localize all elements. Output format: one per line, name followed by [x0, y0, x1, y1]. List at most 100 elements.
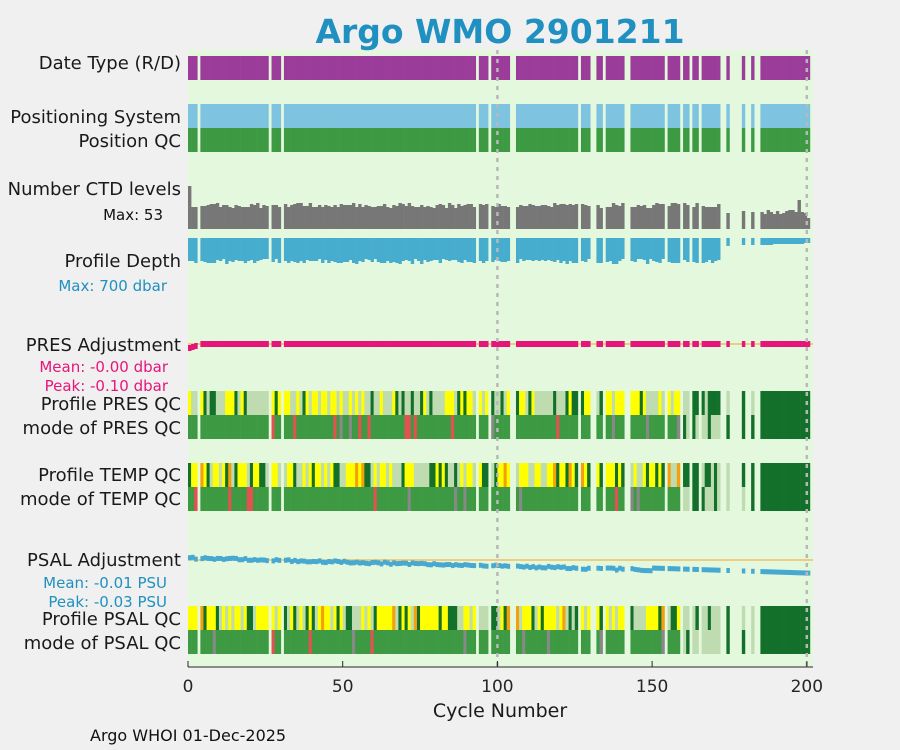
profile-pres-qc-strip-cycle-28 [271, 391, 275, 415]
depth-cycle-146 [636, 238, 641, 259]
mode-psal-qc-strip-cycle-38 [302, 630, 306, 654]
positioning-system-bar-cycle-104 [506, 104, 511, 128]
depth-cycle-145 [633, 238, 637, 262]
mode-psal-qc-strip-cycle-61 [373, 630, 378, 654]
positioning-system-bar-cycle-191 [775, 104, 780, 128]
mode-pres-qc-strip-cycle-188 [766, 415, 770, 439]
mode-pres-qc-strip-cycle-46 [327, 415, 331, 439]
ctd-cycle-47 [330, 207, 334, 229]
date-type-bar-cycle-183 [751, 56, 755, 80]
ctd-max-annotation: Max: 53 [103, 206, 163, 224]
mode-psal-qc-strip-cycle-128 [580, 630, 585, 654]
label-date-type: Date Type (R/D) [39, 53, 181, 74]
profile-pres-qc-strip-cycle-58 [364, 391, 368, 415]
profile-psal-qc-strip-cycle-134 [599, 606, 603, 630]
positioning-system-bar-cycle-172 [717, 104, 721, 128]
profile-temp-qc-strip-cycle-124 [568, 463, 572, 487]
mode-pres-qc-strip-cycle-69 [398, 415, 402, 439]
mode-pres-qc-strip-cycle-199 [800, 415, 805, 439]
mode-temp-qc-strip-cycle-123 [565, 487, 569, 511]
profile-psal-qc-strip-cycle-71 [404, 606, 408, 630]
mode-psal-qc-strip-cycle-22 [252, 630, 257, 654]
psal-cycle-48 [333, 558, 337, 564]
profile-temp-qc-strip-cycle-196 [791, 463, 795, 487]
mode-pres-qc-strip-cycle-11 [218, 415, 223, 439]
mode-psal-qc-strip-cycle-10 [215, 630, 220, 654]
profile-temp-qc-strip-cycle-39 [305, 463, 309, 487]
mode-temp-qc-strip-cycle-37 [299, 487, 303, 511]
positioning-system-bar-cycle-62 [376, 104, 381, 128]
positioning-system-bar-cycle-116 [543, 104, 548, 128]
profile-pres-qc-strip-cycle-1 [188, 391, 192, 415]
position-qc-bar-cycle-1 [188, 128, 192, 152]
mode-pres-qc-strip-cycle-96 [481, 415, 486, 439]
psal-cycle-40 [308, 559, 313, 565]
positioning-system-bar-cycle-1 [188, 104, 192, 128]
mode-pres-qc-strip-cycle-189 [769, 415, 774, 439]
mode-temp-qc-strip-cycle-50 [339, 487, 344, 511]
depth-cycle-116 [543, 238, 548, 261]
profile-temp-qc-strip-cycle-24 [259, 463, 263, 487]
pres-cycle-2 [191, 344, 195, 350]
mode-psal-qc-strip-cycle-138 [611, 630, 616, 654]
mode-temp-qc-strip-cycle-71 [404, 487, 408, 511]
ctd-cycle-48 [333, 205, 337, 229]
depth-cycle-187 [763, 238, 767, 245]
mode-psal-qc-strip-cycle-18 [240, 630, 244, 654]
mode-temp-qc-strip-cycle-33 [287, 487, 291, 511]
pres-cycle-82 [438, 341, 443, 347]
profile-temp-qc-strip-cycle-48 [333, 463, 337, 487]
profile-pres-qc-strip-cycle-96 [481, 391, 486, 415]
profile-pres-qc-strip-cycle-110 [525, 391, 529, 415]
date-type-bar-cycle-7 [206, 56, 210, 80]
profile-psal-qc-strip-cycle-35 [293, 606, 297, 630]
pres-cycle-24 [259, 341, 263, 347]
profile-temp-qc-strip-cycle-76 [420, 463, 424, 487]
profile-pres-qc-strip-cycle-61 [373, 391, 378, 415]
position-qc-bar-cycle-15 [231, 128, 235, 152]
profile-pres-qc-strip-cycle-137 [608, 391, 613, 415]
profile-pres-qc-strip-cycle-100 [494, 391, 498, 415]
positioning-system-bar-cycle-201 [806, 104, 811, 128]
mode-psal-qc-strip-cycle-15 [231, 630, 235, 654]
mode-temp-qc-strip-cycle-10 [215, 487, 220, 511]
ctd-cycle-11 [218, 207, 223, 229]
date-type-bar-cycle-110 [525, 56, 529, 80]
profile-pres-qc-strip-cycle-21 [249, 391, 254, 415]
pres-cycle-58 [364, 341, 368, 347]
psal-cycle-53 [348, 560, 353, 566]
profile-pres-qc-strip-cycle-112 [531, 391, 535, 415]
profile-psal-qc-strip-cycle-28 [271, 606, 275, 630]
profile-psal-qc-strip-cycle-147 [639, 606, 644, 630]
psal-cycle-42 [314, 559, 319, 565]
date-type-bar-cycle-75 [416, 56, 421, 80]
date-type-bar-cycle-10 [215, 56, 220, 80]
depth-cycle-83 [441, 238, 446, 259]
mode-psal-qc-strip-cycle-85 [447, 630, 452, 654]
depth-cycle-164 [692, 238, 696, 262]
profile-temp-qc-strip-cycle-74 [413, 463, 418, 487]
mode-temp-qc-strip-cycle-196 [791, 487, 795, 511]
positioning-system-bar-cycle-196 [791, 104, 795, 128]
mode-pres-qc-strip-cycle-157 [670, 415, 675, 439]
psal-cycle-7 [206, 555, 211, 561]
positioning-system-bar-cycle-130 [587, 104, 591, 128]
label-position-qc: Position QC [78, 131, 181, 152]
profile-pres-qc-strip-cycle-84 [444, 391, 449, 415]
mode-temp-qc-strip [188, 487, 811, 511]
mode-pres-qc-strip-cycle-107 [515, 415, 520, 439]
profile-pres-qc-strip-cycle-50 [339, 391, 344, 415]
ctd-cycle-30 [277, 207, 282, 229]
mode-psal-qc-strip-cycle-139 [614, 630, 619, 654]
mode-pres-qc-strip-cycle-33 [287, 415, 291, 439]
pres-cycle-195 [788, 341, 792, 347]
ctd-cycle-25 [262, 205, 266, 229]
psal-cycle-76 [420, 560, 424, 566]
profile-psal-qc-strip-cycle-64 [382, 606, 387, 630]
mode-temp-qc-strip-cycle-16 [234, 487, 238, 511]
mode-pres-qc-strip-cycle-48 [333, 415, 337, 439]
position-qc-bar-cycle-108 [519, 128, 523, 152]
date-type-bar-cycle-54 [351, 56, 356, 80]
label-positioning-system: Positioning System [10, 107, 181, 128]
mode-pres-qc-strip-cycle-122 [562, 415, 566, 439]
